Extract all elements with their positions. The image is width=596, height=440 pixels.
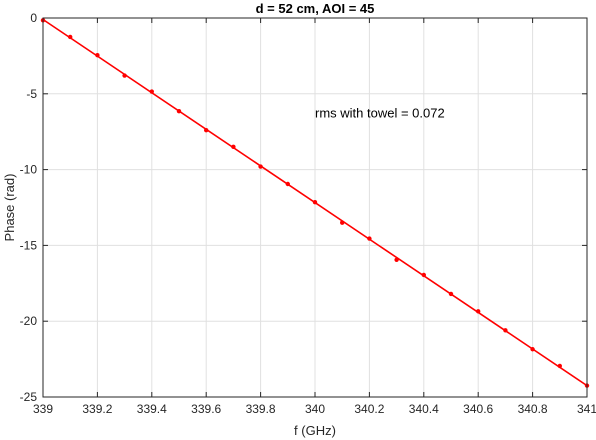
data-point [503, 328, 508, 333]
series-layer [40, 18, 590, 388]
rms-annotation: rms with towel = 0.072 [315, 106, 445, 121]
y-tick-label: -20 [20, 314, 38, 328]
y-tick-label: -25 [20, 390, 38, 404]
data-point [68, 34, 73, 40]
x-tick-label: 340.4 [409, 402, 439, 416]
x-tick-label: 339.4 [137, 402, 167, 416]
x-tick-label: 340.8 [518, 402, 548, 416]
x-tick-label: 341 [577, 402, 596, 416]
y-tick-label: 0 [30, 11, 37, 25]
y-tick-label: -5 [26, 87, 37, 101]
x-tick-label: 340 [305, 402, 325, 416]
x-tick-label: 340.2 [354, 402, 384, 416]
axis-ticks: 339 339.2 339.4 339.6 339.8 340 340.2 340.4 340.… [20, 11, 596, 416]
x-tick-label: 339 [33, 402, 53, 416]
data-point [421, 272, 426, 278]
data-point [95, 52, 100, 58]
y-tick-label: -15 [20, 238, 38, 252]
data-point [530, 347, 535, 352]
data-point [448, 291, 454, 297]
data-point [312, 199, 318, 205]
x-tick-label: 340.6 [463, 402, 493, 416]
y-tick-label: -10 [20, 163, 38, 177]
data-point [122, 73, 127, 78]
x-tick-label: 339.2 [82, 402, 112, 416]
data-point [285, 181, 290, 187]
data-point [557, 363, 562, 369]
data-point [258, 164, 263, 169]
data-point [394, 257, 399, 263]
x-tick-label: 339.6 [191, 402, 221, 416]
data-point [231, 144, 236, 150]
data-point [204, 127, 209, 133]
data-point [340, 220, 345, 225]
x-tick-label: 339.8 [246, 402, 276, 416]
data-point [367, 236, 372, 241]
data-point [149, 89, 154, 94]
data-point [476, 309, 481, 314]
data-point [176, 109, 182, 114]
x-axis-label: f (GHz) [294, 423, 336, 438]
y-axis-label: Phase (rad) [2, 174, 17, 242]
chart-title: d = 52 cm, AOI = 45 [256, 1, 375, 16]
